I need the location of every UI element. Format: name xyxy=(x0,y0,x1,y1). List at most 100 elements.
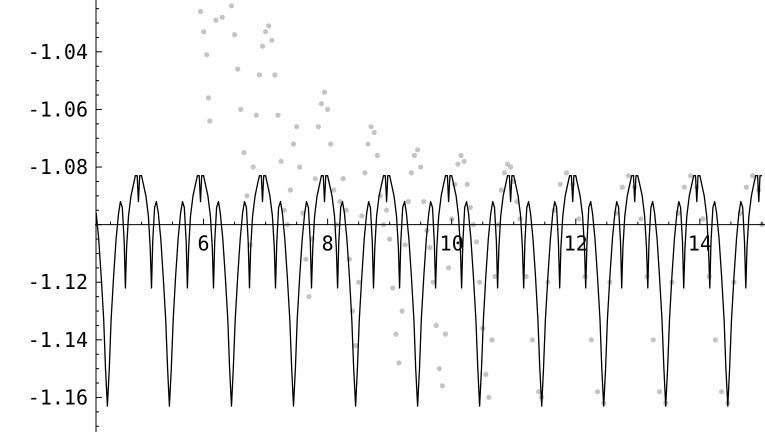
scatter-point xyxy=(374,152,380,159)
scatter-point xyxy=(402,242,408,248)
x-tick-label: 8 xyxy=(322,232,334,256)
scatter-point xyxy=(201,29,207,35)
y-tick-label: -1.12 xyxy=(28,270,88,294)
scatter-point xyxy=(312,176,318,182)
scatter-point xyxy=(278,158,284,164)
y-tick-label: -1.16 xyxy=(28,385,88,409)
line-series xyxy=(95,175,762,407)
scatter-point xyxy=(492,273,498,280)
scatter-point xyxy=(235,66,241,72)
scatter-point xyxy=(325,106,331,112)
scatter-point xyxy=(442,331,449,337)
x-tick-label: 10 xyxy=(440,232,464,256)
scatter-point xyxy=(272,72,278,78)
scatter-point xyxy=(681,184,688,190)
scatter-point xyxy=(396,360,402,366)
scatter-point xyxy=(750,173,756,179)
scatter-point xyxy=(362,170,368,176)
scatter-point xyxy=(356,279,362,285)
scatter-point xyxy=(256,72,262,78)
scatter-point xyxy=(232,31,238,38)
scatter-point xyxy=(455,161,461,167)
scatter-point xyxy=(306,294,312,300)
scatter-point xyxy=(405,199,411,205)
scatter-point xyxy=(328,141,334,147)
scatter-point xyxy=(294,124,300,130)
y-tick-label: -1.04 xyxy=(28,40,88,64)
axes: -1.04 -1.06 -1.08 -1.12 -1.14 -1.16 6 8 10 12 14 xyxy=(28,0,765,432)
y-tick-label: -1.06 xyxy=(28,97,88,121)
scatter-point xyxy=(197,8,204,15)
scatter-point xyxy=(719,389,725,395)
scatter-point xyxy=(315,124,321,130)
scatter-point xyxy=(281,207,287,213)
scatter-point xyxy=(318,101,324,107)
scatter-point xyxy=(439,383,445,389)
scatter-point xyxy=(464,181,470,187)
scatter-point xyxy=(303,256,309,262)
scatter-point xyxy=(458,152,464,159)
scatter-point xyxy=(411,152,418,159)
scatter-point xyxy=(228,3,235,9)
scatter-point xyxy=(508,164,514,170)
scatter-point xyxy=(241,150,247,156)
scatter-point xyxy=(656,389,663,395)
scatter-point xyxy=(529,337,536,343)
scatter-point xyxy=(259,43,266,49)
scatter-point xyxy=(563,170,570,176)
scatter-point xyxy=(337,199,343,205)
scatter-point xyxy=(340,176,346,182)
y-tick-label: -1.14 xyxy=(28,328,88,352)
scatter-point xyxy=(486,394,492,400)
scatter-point xyxy=(253,112,259,118)
scatter-point xyxy=(353,343,359,349)
scatter-point xyxy=(483,371,489,377)
scatter-point xyxy=(390,285,396,291)
scatter-point xyxy=(650,337,656,343)
scatter-point xyxy=(625,173,632,179)
scatter-point xyxy=(489,337,495,343)
scatter-point xyxy=(557,181,563,187)
scatter-point xyxy=(501,170,507,176)
scatter-point xyxy=(433,322,439,328)
scatter-point xyxy=(213,17,219,23)
scatter-point xyxy=(205,95,212,101)
scatter-point xyxy=(244,193,250,199)
scatter-point xyxy=(359,213,365,219)
scatter-point xyxy=(430,279,436,285)
y-tick-label: -1.08 xyxy=(28,155,88,179)
scatter-point xyxy=(461,158,467,164)
scatter-point xyxy=(700,216,706,222)
scatter-point xyxy=(287,187,293,193)
scatter-point xyxy=(219,14,225,20)
scatter-point xyxy=(238,106,244,112)
scatter-point xyxy=(269,37,275,43)
scatter-point xyxy=(743,184,750,190)
scatter-point xyxy=(275,112,281,118)
scatter-point xyxy=(588,337,594,343)
scatter-point xyxy=(688,173,694,179)
scatter-point xyxy=(436,366,442,372)
scatter-point xyxy=(638,216,644,222)
x-tick-label: 14 xyxy=(688,232,712,256)
scatter-point xyxy=(399,308,405,314)
scatter-point xyxy=(384,207,390,213)
scatter-point xyxy=(393,331,399,337)
scatter-point xyxy=(576,216,582,222)
scatter-point xyxy=(331,187,337,193)
x-tick-label: 12 xyxy=(564,232,588,256)
scatter-point xyxy=(387,236,393,242)
scatter-point xyxy=(594,389,601,395)
scatter-point xyxy=(365,141,371,147)
scatter-point xyxy=(477,279,483,285)
scatter-point xyxy=(619,184,625,190)
scatter-point xyxy=(421,199,427,205)
scatter-point xyxy=(712,337,719,343)
scatter-point xyxy=(204,52,210,58)
scatter-point xyxy=(368,124,374,130)
scatter-point xyxy=(427,245,433,251)
scatter-point xyxy=(473,239,480,245)
scatter-point xyxy=(570,181,576,187)
scatter-point xyxy=(371,129,377,136)
